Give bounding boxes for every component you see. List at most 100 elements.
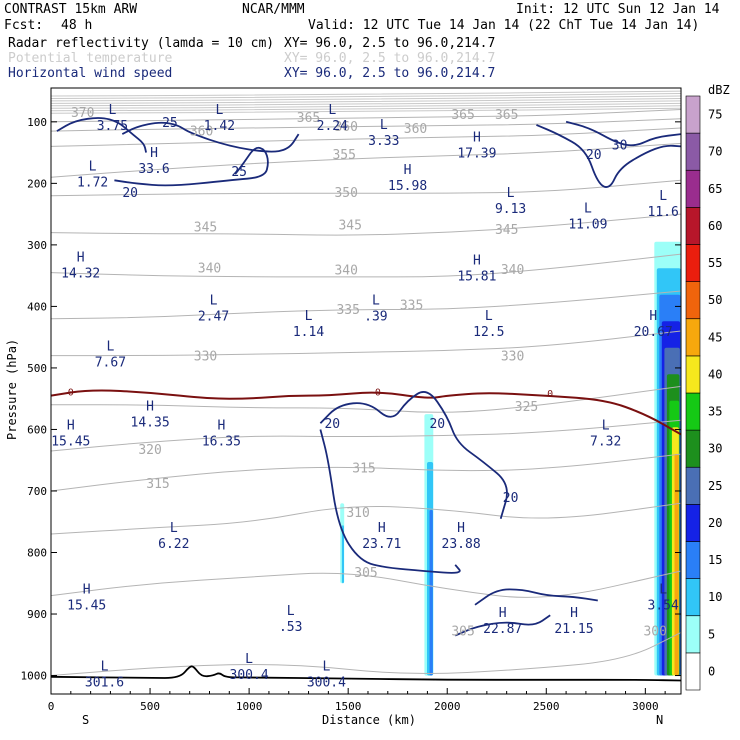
- wind-label: 25: [231, 165, 247, 180]
- theta-label: 315: [146, 477, 169, 492]
- field2-xy: XY= 96.0, 2.5 to 96.0,214.7: [284, 51, 495, 66]
- wind-contour-30: [121, 121, 300, 153]
- wind-contour-20: [454, 614, 551, 637]
- zero-isotherm-layer: [51, 389, 681, 436]
- wind-label: 30: [612, 139, 628, 154]
- extremum-letter: L: [108, 103, 116, 118]
- colorbar-label: 45: [708, 330, 722, 344]
- theta-contour-upper: [51, 90, 681, 97]
- theta-contour-310: [51, 502, 681, 535]
- extremum-value: 300.4: [307, 676, 346, 691]
- extremum-letter: H: [404, 163, 412, 178]
- extremum-value: 21.15: [554, 622, 593, 637]
- extremum-value: 9.13: [495, 202, 526, 217]
- terrain-line: [51, 665, 681, 682]
- theta-contour-upper: [51, 98, 681, 104]
- extremum-letter: H: [570, 606, 578, 621]
- colorbar-label: 15: [708, 553, 722, 567]
- extremum-value: 1.42: [204, 119, 235, 134]
- theta-contour-upper: [51, 102, 681, 109]
- x-tick-label: 500: [140, 700, 160, 713]
- theta-label: 345: [338, 219, 361, 234]
- x-axis-label: Distance (km): [322, 713, 416, 727]
- zero-isotherm-label: 0: [68, 388, 74, 399]
- theta-contour-upper: [51, 93, 681, 99]
- theta-contour-360: [51, 127, 681, 147]
- y-tick-label: 800: [27, 546, 47, 559]
- colorbar-swatch: [685, 652, 701, 691]
- colorbar-label: 30: [708, 442, 722, 456]
- y-tick-label: 600: [27, 423, 47, 436]
- colorbar-label: 75: [708, 108, 722, 122]
- wind-label: 20: [586, 148, 602, 163]
- extremum-value: 17.39: [457, 147, 496, 162]
- plot-frame: [50, 87, 682, 695]
- theta-contour-315: [51, 453, 681, 492]
- theta-label: 370: [71, 106, 94, 121]
- colorbar-label: 35: [708, 405, 722, 419]
- terrain-layer: [51, 665, 681, 682]
- colorbar-swatch: [685, 132, 701, 171]
- theta-label: 340: [501, 263, 524, 278]
- extremum-value: 15.45: [51, 434, 90, 449]
- colorbar-label: 20: [708, 516, 722, 530]
- colorbar-label: 40: [708, 367, 722, 381]
- x-tick-label: 0: [48, 700, 55, 713]
- extremum-value: 1.72: [77, 175, 108, 190]
- theta-label: 355: [332, 148, 355, 163]
- extremum-value: 3.54: [648, 599, 679, 614]
- wind-label: 20: [324, 417, 340, 432]
- colorbar-swatch: [685, 504, 701, 542]
- extremum-value: 15.98: [388, 179, 427, 194]
- y-tick-label: 100: [27, 116, 47, 129]
- extremum-letter: H: [473, 254, 481, 269]
- theta-contour-325: [51, 385, 681, 413]
- extremum-letter: L: [210, 294, 218, 309]
- theta-label: 340: [334, 263, 357, 278]
- reflectivity-layer: [340, 241, 681, 676]
- theta-label: 330: [501, 350, 524, 365]
- colorbar-label: 70: [708, 145, 722, 159]
- x-tick-label: 3000: [632, 700, 659, 713]
- wind-contour-20: [319, 429, 461, 574]
- theta-label: 300: [643, 625, 666, 640]
- theta-contour-370: [51, 109, 681, 123]
- extremum-value: 301.6: [85, 676, 124, 691]
- extremum-value: 14.32: [61, 267, 100, 282]
- theta-label: 365: [297, 111, 320, 126]
- colorbar-label: 50: [708, 293, 722, 307]
- theta-label: 325: [515, 400, 538, 415]
- extremum-value: 16.35: [202, 434, 241, 449]
- extremum-letter: H: [457, 521, 465, 536]
- theta-label: 335: [336, 303, 359, 318]
- extremum-value: 20.67: [634, 325, 673, 340]
- theta-contour-upper: [51, 100, 681, 107]
- field1-name: Radar reflectivity (lamda = 10 cm): [8, 36, 274, 51]
- colorbar-swatch: [685, 281, 701, 320]
- theta-contour-upper: [51, 105, 681, 112]
- extremum-letter: L: [584, 201, 592, 216]
- y-tick-label: 500: [27, 362, 47, 375]
- extremum-letter: H: [150, 146, 158, 161]
- extremum-letter: L: [215, 103, 223, 118]
- theta-contour-305: [51, 570, 681, 598]
- theta-contour-300: [51, 632, 681, 676]
- extremum-value: 6.22: [158, 537, 189, 552]
- colorbar-swatch: [685, 244, 701, 282]
- forecast-hour: 48 h: [61, 18, 92, 33]
- x-tick-label: 2500: [533, 700, 560, 713]
- extremum-value: 14.35: [131, 415, 170, 430]
- theta-contour-350: [51, 179, 681, 197]
- extremum-value: 15.45: [67, 599, 106, 614]
- colorbar: 0 5 10 15 20 25 30 35 40 45 50 55 60 65 70 75: [685, 95, 722, 691]
- extremum-value: 3.75: [97, 119, 128, 134]
- theta-label: 360: [190, 124, 213, 139]
- colorbar-swatch: [685, 318, 701, 357]
- wind-label: 20: [122, 186, 138, 201]
- x-endpoint-north: N: [656, 713, 663, 727]
- extremum-letter: H: [499, 606, 507, 621]
- colorbar-swatch: [685, 95, 701, 134]
- field3-name: Horizontal wind speed: [8, 66, 172, 81]
- field1-xy: XY= 96.0, 2.5 to 96.0,214.7: [284, 36, 495, 51]
